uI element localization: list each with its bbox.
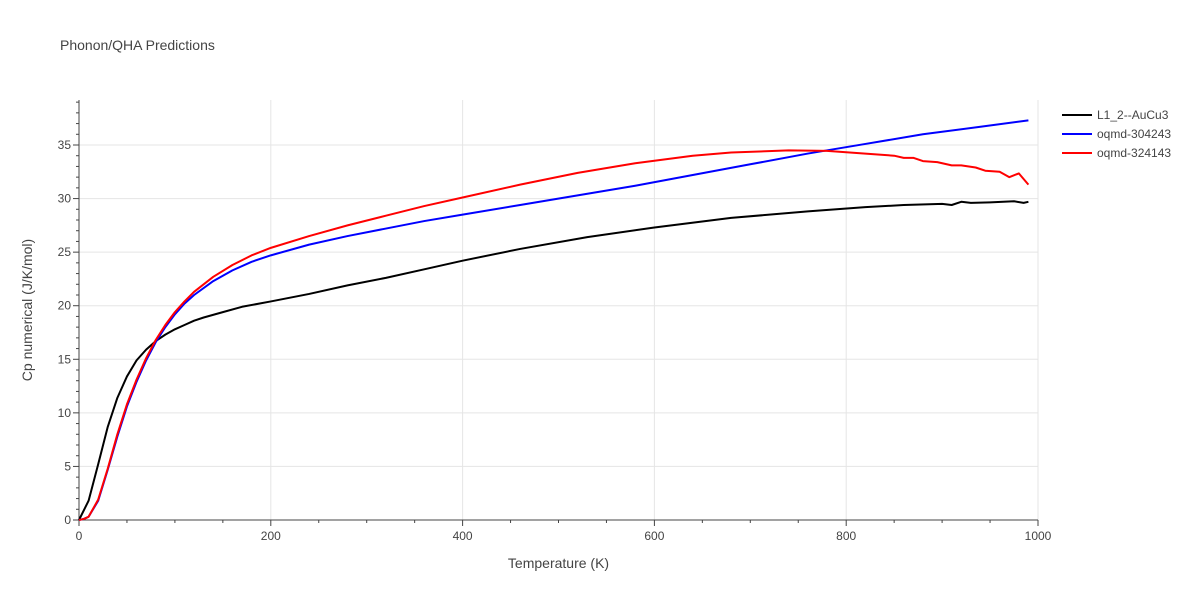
x-tick-label: 200 [261,529,281,543]
y-tick-label: 25 [58,245,72,259]
tick-labels: 0 200 400 600 800 1000 0 5 10 15 20 25 30 35 [58,138,1052,543]
series-line-2 [78,149,1030,521]
legend: L1_2--AuCu3 oqmd-304243 oqmd-324143 [1062,108,1171,160]
y-tick-label: 20 [58,299,72,313]
x-tick-label: 400 [453,529,473,543]
legend-label: oqmd-304243 [1097,127,1171,141]
series-lines [78,119,1030,521]
chart-title: Phonon/QHA Predictions [60,37,215,53]
y-tick-label: 30 [58,192,72,206]
x-tick-label: 1000 [1025,529,1052,543]
y-tick-label: 35 [58,138,72,152]
y-tick-label: 0 [64,513,71,527]
x-tick-label: 600 [644,529,664,543]
series-line-0 [78,200,1029,521]
x-axis-title: Temperature (K) [508,555,609,571]
legend-label: L1_2--AuCu3 [1097,108,1169,122]
y-tick-label: 5 [64,459,71,473]
grid-lines [79,100,1039,520]
axes [73,100,1039,526]
y-axis-title: Cp numerical (J/K/mol) [19,239,35,381]
x-tick-label: 0 [76,529,83,543]
y-tick-label: 15 [58,352,72,366]
x-tick-label: 800 [836,529,856,543]
y-tick-label: 10 [58,406,72,420]
series-line-1 [78,119,1029,521]
legend-label: oqmd-324143 [1097,146,1171,160]
